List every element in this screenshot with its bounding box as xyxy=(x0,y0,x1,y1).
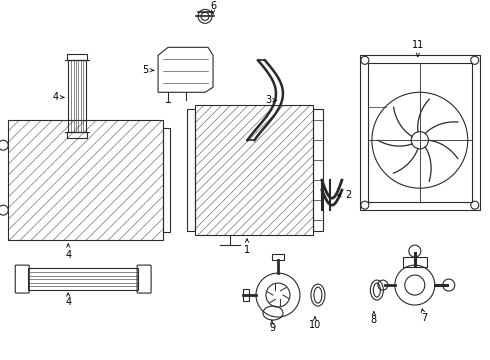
Text: 4: 4 xyxy=(65,244,71,260)
Text: 10: 10 xyxy=(309,317,321,330)
Text: 1: 1 xyxy=(244,239,250,255)
Text: 9: 9 xyxy=(269,320,275,333)
Text: 5: 5 xyxy=(142,65,154,75)
Text: 8: 8 xyxy=(371,312,377,325)
Text: 4: 4 xyxy=(65,293,71,307)
Text: 6: 6 xyxy=(210,1,216,14)
Text: 3: 3 xyxy=(265,95,277,105)
Text: 11: 11 xyxy=(412,40,424,57)
Text: 4: 4 xyxy=(52,92,64,102)
Text: 7: 7 xyxy=(421,309,428,323)
Text: 2: 2 xyxy=(338,190,351,200)
